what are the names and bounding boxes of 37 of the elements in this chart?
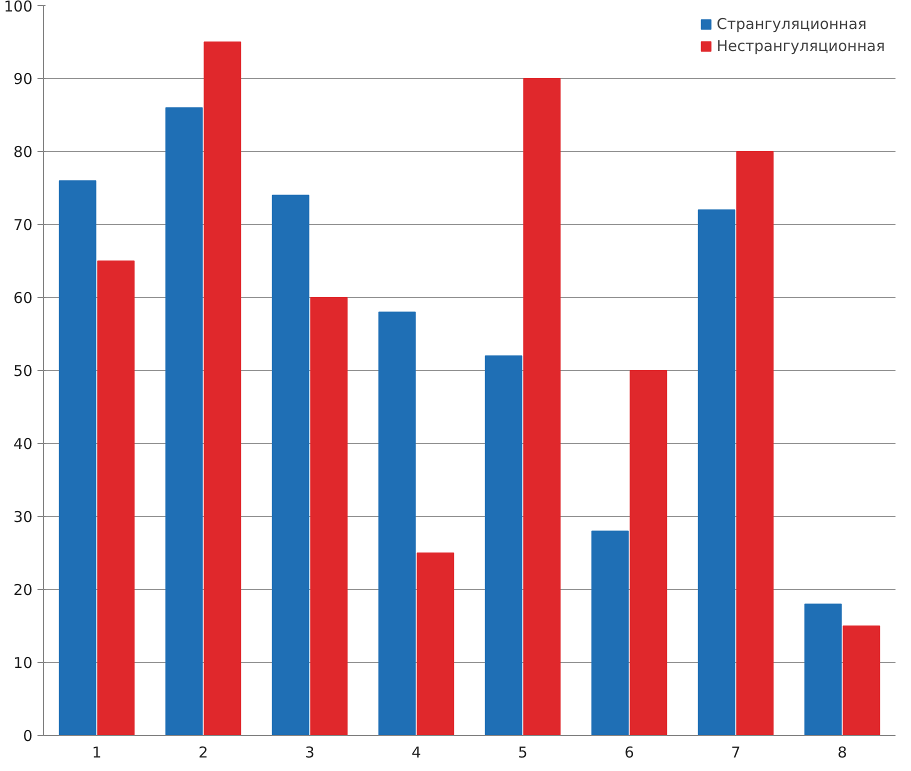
x-tick-label: 8 (837, 744, 848, 762)
y-tick-label: 20 (13, 581, 33, 599)
y-tick-label: 70 (13, 216, 33, 234)
legend-label: Странгуляционная (716, 15, 867, 33)
y-tick-label: 60 (13, 289, 33, 307)
bar (630, 370, 668, 736)
x-tick-label: 3 (304, 744, 315, 762)
y-tick-label: 0 (22, 727, 33, 745)
y-tick-label: 30 (13, 508, 33, 526)
y-tick-label: 80 (13, 143, 33, 161)
bar (842, 626, 880, 736)
x-tick-label: 5 (518, 744, 528, 762)
bar (591, 530, 629, 736)
bar (204, 42, 242, 736)
bar (484, 355, 522, 736)
bar (736, 151, 774, 736)
y-tick-label: 50 (13, 362, 33, 380)
x-tick-label: 6 (624, 744, 634, 762)
x-tick-label: 1 (92, 744, 102, 762)
y-tick-label: 90 (13, 70, 33, 88)
bar (416, 552, 454, 736)
bar (310, 297, 348, 736)
bar (58, 180, 96, 736)
x-tick-label: 7 (730, 744, 741, 762)
bar (97, 260, 135, 736)
bar (698, 209, 736, 736)
bar (523, 78, 561, 736)
legend-label: Нестрангуляционная (716, 37, 885, 55)
bar (378, 312, 416, 736)
y-tick-label: 100 (4, 0, 33, 16)
x-tick-label: 4 (411, 744, 422, 762)
x-tick-label: 2 (198, 744, 208, 762)
y-tick-label: 40 (13, 435, 33, 453)
bar (272, 194, 310, 736)
bar (165, 107, 203, 736)
bar (804, 604, 842, 736)
y-tick-label: 10 (13, 654, 33, 672)
